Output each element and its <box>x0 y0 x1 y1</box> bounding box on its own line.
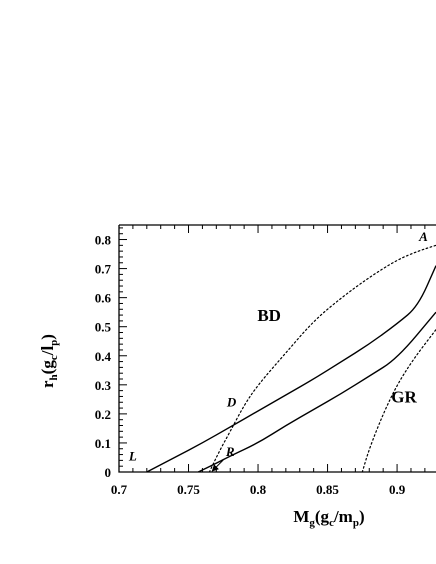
x-tick-label: 0.9 <box>389 482 406 497</box>
x-tick-label: 0.8 <box>250 482 267 497</box>
axis-frame <box>118 224 436 473</box>
x-tick-label: 0.75 <box>177 482 200 497</box>
series-line-2-solid <box>197 311 436 472</box>
label-d: D <box>226 395 237 410</box>
x-tick-label: 0.85 <box>316 482 339 497</box>
arrow-to-r <box>211 459 224 472</box>
y-axis-title: rh(gc/lp) <box>38 334 60 388</box>
series-line-3-dotted <box>208 244 436 472</box>
label-a: A <box>418 229 428 244</box>
y-tick-label: 0.8 <box>95 233 112 248</box>
y-tick-label: 0.6 <box>95 291 112 306</box>
annotations: L R D A BD GR <box>128 229 428 472</box>
axes: 0.7 0.75 0.8 0.85 0.9 0 0.1 0.2 0.3 0.4 0.5 0.6 0.7 0… <box>95 224 436 497</box>
label-l: L <box>128 448 137 463</box>
series-line-4-dotted <box>361 329 436 472</box>
label-r: R <box>225 444 235 459</box>
label-gr: GR <box>391 387 417 406</box>
x-axis-title: Mg(gc/mp) <box>293 507 364 529</box>
plot-area <box>146 244 436 472</box>
y-tick-label: 0.7 <box>95 262 112 277</box>
y-tick-label: 0.4 <box>95 349 112 364</box>
y-tick-label: 0.3 <box>95 378 112 393</box>
series-line-1-solid <box>146 265 436 472</box>
y-tick-label: 0 <box>105 465 112 480</box>
y-tick-label: 0.1 <box>95 436 111 451</box>
x-tick-label: 0.7 <box>111 482 128 497</box>
y-tick-label: 0.5 <box>95 320 112 335</box>
label-bd: BD <box>257 306 281 325</box>
y-tick-label: 0.2 <box>95 407 111 422</box>
